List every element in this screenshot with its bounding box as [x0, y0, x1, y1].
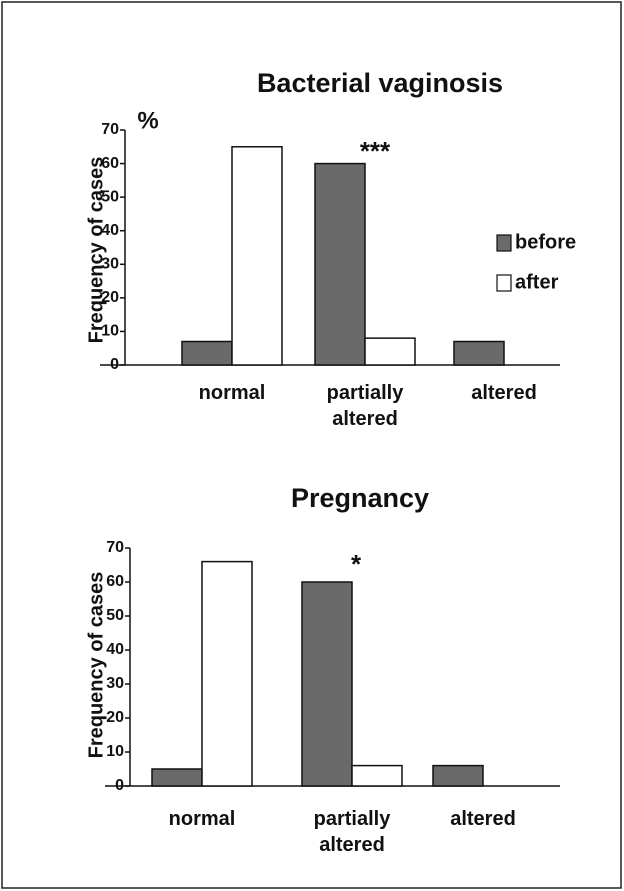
y-tick-label: 60	[106, 573, 124, 590]
y-tick-label: 0	[115, 777, 124, 794]
y-axis-label: Frequency of cases	[85, 572, 107, 759]
y-tick-label: 50	[106, 607, 124, 624]
bar	[432, 764, 484, 787]
bar	[301, 581, 353, 787]
x-tick-label: partially altered	[313, 808, 391, 856]
bar	[181, 340, 233, 366]
y-tick-label: 10	[101, 323, 119, 340]
y-axis-label: Frequency of cases	[85, 157, 107, 344]
bar	[351, 764, 403, 787]
bar	[453, 340, 505, 366]
chart-title: Bacterial vaginosis	[257, 68, 503, 98]
y-tick-label: 40	[101, 222, 119, 239]
y-tick-label: 70	[106, 539, 124, 556]
chart-title: Pregnancy	[291, 483, 429, 513]
annotation: ***	[360, 136, 391, 166]
y-tick-label: 30	[106, 675, 124, 692]
y-tick-label: 20	[101, 289, 119, 306]
legend-label: after	[515, 271, 559, 293]
bar	[314, 162, 366, 366]
legend-swatch	[496, 234, 512, 252]
y-tick-label: 60	[101, 155, 119, 172]
x-tick-label: normal	[168, 808, 236, 830]
y-tick-label: 40	[106, 641, 124, 658]
x-tick-label: altered	[471, 382, 537, 404]
y-tick-label: 20	[106, 709, 124, 726]
x-tick-label: altered	[450, 808, 516, 830]
x-tick-label: normal	[198, 382, 266, 404]
y-unit: %	[137, 107, 158, 134]
y-tick-label: 30	[101, 256, 119, 273]
legend-swatch	[496, 274, 512, 292]
bar	[364, 337, 416, 366]
bar	[201, 560, 253, 787]
y-tick-label: 0	[110, 356, 119, 373]
annotation: *	[351, 549, 362, 579]
x-tick-label: partially altered	[326, 382, 404, 430]
legend-label: before	[515, 231, 576, 253]
y-tick-label: 50	[101, 188, 119, 205]
bar	[151, 768, 203, 787]
y-tick-label: 70	[101, 121, 119, 138]
y-tick-label: 10	[106, 743, 124, 760]
bar	[231, 146, 283, 366]
